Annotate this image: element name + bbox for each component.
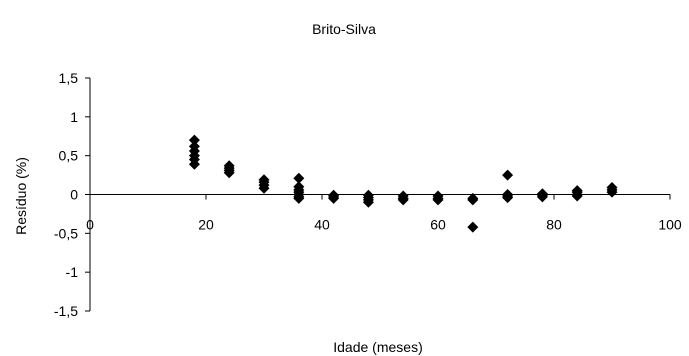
data-point-diamond	[432, 194, 444, 206]
x-tick-label: 20	[198, 217, 214, 233]
data-point-diamond	[571, 190, 583, 202]
data-point-diamond	[223, 167, 235, 179]
y-tick-label: 0	[70, 187, 78, 203]
y-tick-label: -0,5	[54, 225, 78, 241]
data-point-diamond	[188, 134, 200, 146]
x-tick-label: 40	[314, 217, 330, 233]
data-point-diamond	[258, 182, 270, 194]
data-point-diamond	[362, 196, 374, 208]
data-points	[188, 134, 618, 233]
y-tick-label: -1	[66, 264, 79, 280]
x-tick-label: 100	[658, 217, 682, 233]
data-point-diamond	[397, 194, 409, 206]
data-point-diamond	[467, 221, 479, 233]
x-tick-label: 80	[546, 217, 562, 233]
data-point-diamond	[293, 172, 305, 184]
data-point-diamond	[606, 186, 618, 198]
y-tick-label: -1,5	[54, 303, 78, 319]
x-tick-label: 0	[86, 217, 94, 233]
y-tick-label: 1,5	[59, 70, 79, 86]
data-point-diamond	[328, 192, 340, 204]
x-axis-label: Idade (meses)	[333, 339, 422, 355]
data-point-diamond	[502, 192, 514, 204]
data-point-diamond	[293, 192, 305, 204]
y-axis-label: Resíduo (%)	[13, 157, 29, 235]
x-tick-label: 60	[430, 217, 446, 233]
y-tick-label: 1	[70, 109, 78, 125]
data-point-diamond	[467, 194, 479, 206]
data-point-diamond	[536, 191, 548, 203]
y-ticks: -1,5 -1 -0,5 0 0,5 1 1,5	[54, 70, 90, 319]
x-ticks: 0 20 40 60 80 100	[86, 194, 682, 233]
y-tick-label: 0,5	[59, 148, 79, 164]
chart-title: Brito-Silva	[312, 21, 376, 37]
data-point-diamond	[188, 158, 200, 170]
data-point-diamond	[502, 169, 514, 181]
